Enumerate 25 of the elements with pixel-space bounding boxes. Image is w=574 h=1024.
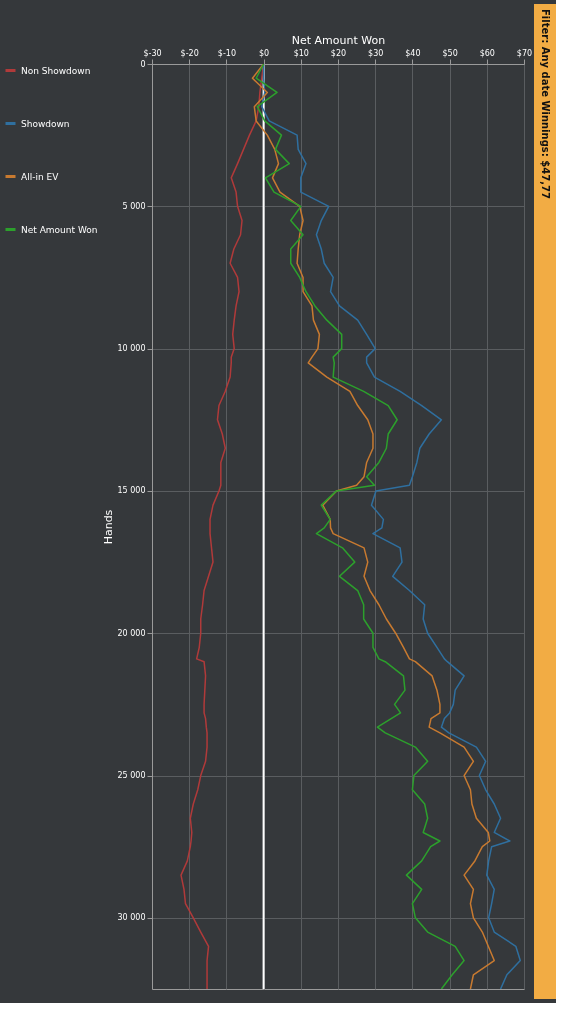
y-tick-label: 20 000 [117,628,146,638]
legend-label: Non Showdown [21,65,91,76]
x-tick-label: $20 [330,48,347,58]
x-tick-label: $40 [405,48,421,58]
legend-label: Showdown [21,118,70,129]
y-tick-label: 15 000 [117,486,146,496]
x-tick-label: $10 [293,48,309,58]
y-tick-label: 10 000 [117,344,146,354]
y-tick-label: 5 000 [122,201,146,211]
x-tick-label: $-20 [180,48,199,58]
x-tick-label: $30 [368,48,384,58]
legend-label: Net Amount Won [21,224,98,235]
x-tick-label: $0 [259,48,270,58]
x-tick-label: $-10 [217,48,236,58]
x-tick-label: $50 [442,48,458,58]
y-tick-label: 30 000 [117,913,146,923]
x-tick-label: $-30 [143,48,162,58]
x-tick-label: $60 [479,48,495,58]
x-axis-title: Net Amount Won [291,33,386,47]
x-tick-label: $70 [516,48,533,58]
text: Filter: Any date Winnings: $47,77 [540,9,551,199]
y-axis-title: Hands [101,509,115,545]
y-tick-label: 0 [140,59,146,69]
y-tick-label: 25 000 [117,771,146,781]
legend-label: All-in EV [21,171,60,182]
